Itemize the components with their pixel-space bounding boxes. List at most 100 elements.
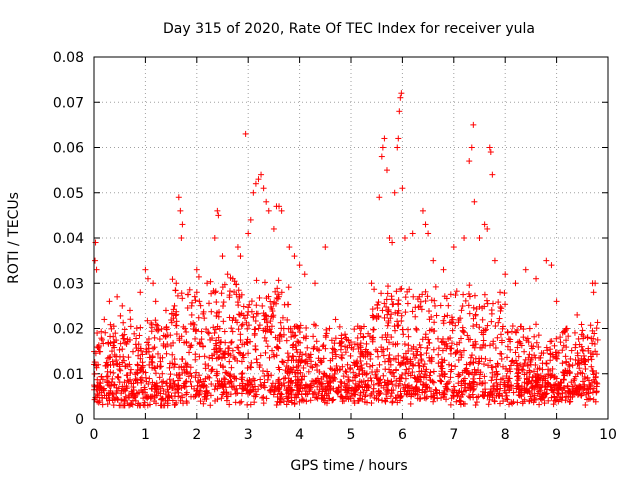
data-point: [584, 334, 591, 341]
data-point: [222, 369, 229, 376]
data-point: [242, 130, 249, 137]
y-tick-labels: 0 0.01 0.02 0.03 0.04 0.05 0.06 0.07 0.08: [53, 50, 84, 428]
data-point: [399, 326, 406, 333]
data-point: [374, 304, 381, 311]
data-point: [425, 308, 432, 315]
data-point: [173, 280, 180, 287]
data-point: [238, 371, 245, 378]
data-point: [239, 385, 246, 392]
data-point: [232, 386, 239, 393]
data-point: [339, 352, 346, 359]
data-point: [399, 371, 406, 378]
data-point: [574, 391, 581, 398]
data-point: [304, 383, 311, 390]
data-point: [453, 288, 460, 295]
data-point: [422, 395, 429, 402]
data-point: [345, 374, 352, 381]
data-point: [487, 357, 494, 364]
data-point: [188, 311, 195, 318]
data-point: [312, 361, 319, 368]
data-point: [253, 302, 260, 309]
data-point: [402, 375, 409, 382]
data-point: [291, 333, 298, 340]
data-point: [253, 277, 260, 284]
data-point: [379, 334, 386, 341]
data-point: [103, 362, 110, 369]
data-point: [255, 386, 262, 393]
data-point: [403, 366, 410, 373]
data-point: [388, 334, 395, 341]
data-point: [264, 343, 271, 350]
data-point: [199, 343, 206, 350]
data-point: [430, 346, 437, 353]
data-point: [481, 221, 488, 228]
data-point: [192, 369, 199, 376]
data-point: [387, 357, 394, 364]
data-point: [313, 394, 320, 401]
data-point: [329, 397, 336, 404]
data-point: [369, 362, 376, 369]
data-point: [361, 398, 368, 405]
data-point: [332, 335, 339, 342]
data-point: [192, 356, 199, 363]
data-point: [560, 328, 567, 335]
data-point: [420, 363, 427, 370]
data-point: [460, 347, 467, 354]
data-point: [244, 365, 251, 372]
data-point: [248, 364, 255, 371]
data-point: [533, 321, 540, 328]
data-point: [373, 374, 380, 381]
data-point: [130, 348, 137, 355]
data-point: [228, 378, 235, 385]
data-point: [338, 342, 345, 349]
data-point: [461, 384, 468, 391]
data-point: [110, 382, 117, 389]
data-point: [295, 377, 302, 384]
data-point: [192, 297, 199, 304]
data-point: [557, 339, 564, 346]
data-point: [275, 364, 282, 371]
data-point: [526, 369, 533, 376]
data-point: [447, 334, 454, 341]
data-point: [319, 343, 326, 350]
data-point: [354, 358, 361, 365]
data-point: [490, 300, 497, 307]
data-point: [287, 366, 294, 373]
data-point: [515, 366, 522, 373]
data-point: [238, 291, 245, 298]
data-point: [430, 398, 437, 405]
data-point: [245, 322, 252, 329]
data-point: [548, 338, 555, 345]
data-point: [455, 373, 462, 380]
data-point: [445, 361, 452, 368]
data-point: [315, 390, 322, 397]
data-point: [252, 180, 259, 187]
data-point: [517, 391, 524, 398]
x-tick-label: 9: [552, 427, 561, 443]
data-point: [202, 390, 209, 397]
data-point: [405, 333, 412, 340]
data-point: [110, 369, 117, 376]
data-point: [150, 280, 157, 287]
data-point: [491, 257, 498, 264]
data-point: [229, 275, 236, 282]
data-point: [552, 354, 559, 361]
data-point: [333, 363, 340, 370]
data-point: [406, 286, 413, 293]
data-point: [246, 377, 253, 384]
data-point: [331, 367, 338, 374]
data-point: [482, 386, 489, 393]
data-point: [430, 392, 437, 399]
data-point: [578, 355, 585, 362]
data-point: [471, 385, 478, 392]
data-point: [148, 393, 155, 400]
data-point: [138, 379, 145, 386]
data-point: [354, 323, 361, 330]
data-point: [168, 311, 175, 318]
data-point: [398, 90, 405, 97]
data-point: [192, 335, 199, 342]
data-point: [361, 393, 368, 400]
data-point: [240, 303, 247, 310]
data-point: [213, 342, 220, 349]
data-point: [170, 377, 177, 384]
